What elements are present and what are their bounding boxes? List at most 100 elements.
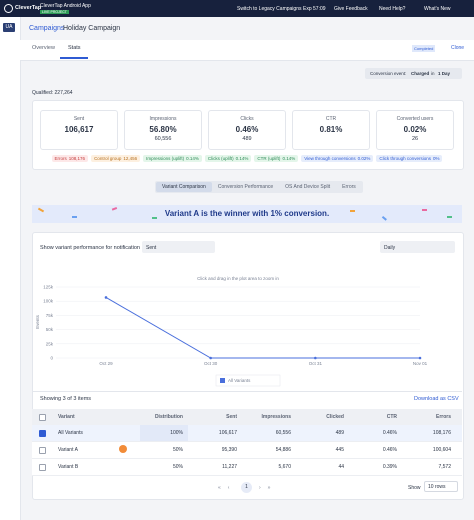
- winner-banner: [32, 205, 462, 223]
- table-cell: All Variants: [58, 430, 83, 436]
- pill-label: Clicks (uplift): [207, 156, 234, 161]
- stat-card: Clicks 0.46% 489: [208, 110, 286, 150]
- qualified: Qualified: 227,264: [32, 90, 73, 96]
- help-link[interactable]: Need Help?: [379, 6, 406, 12]
- pill-value: 0.02%: [357, 156, 371, 161]
- legend-swatch: [220, 378, 225, 383]
- conversion-window[interactable]: 1 Day: [438, 71, 451, 76]
- live-badge: LIVE PROJECT: [40, 10, 69, 14]
- table-cell: 100,604: [432, 447, 451, 453]
- table-cell: 50%: [172, 447, 183, 453]
- stat-card: Impressions 56.80% 60,556: [124, 110, 202, 150]
- logo: CleverTap: [15, 5, 42, 11]
- page-arrows[interactable]: ›»: [259, 485, 278, 491]
- tab-bar: [20, 40, 474, 61]
- table-cell: 95,390: [221, 447, 237, 453]
- table-cell: Variant A: [58, 447, 78, 453]
- filter-label: Show variant performance for notificatio…: [40, 245, 140, 251]
- data-point: [104, 296, 108, 299]
- metric-pill: Click through conversions 0%: [376, 155, 443, 162]
- data-point: [209, 356, 212, 360]
- y-tick-label: 75k: [46, 313, 54, 318]
- checkbox[interactable]: [39, 414, 46, 421]
- checkbox[interactable]: [39, 464, 46, 471]
- pill-label: Impressions (uplift): [146, 156, 185, 161]
- column-header: Errors: [435, 414, 451, 420]
- subtab[interactable]: Variant Comparison: [156, 182, 212, 192]
- stat-card: Sent 106,617: [40, 110, 118, 150]
- table-cell: 5,670: [278, 464, 291, 470]
- metric-pill: CTR (uplift) 0.14%: [254, 155, 299, 162]
- metric-value: Sent: [146, 245, 157, 251]
- pill-label: Errors: [54, 156, 67, 161]
- legend-label: All Variants: [228, 378, 251, 383]
- app-name[interactable]: CleverTap Android App: [40, 3, 91, 9]
- subtab[interactable]: Errors: [342, 184, 356, 190]
- table-row: [32, 425, 462, 442]
- checkbox[interactable]: [39, 447, 46, 454]
- pill-value: 0%: [432, 156, 440, 161]
- tab-active[interactable]: Stats: [68, 45, 81, 51]
- pill-row: Errors 108,176 Control group 12,456 Impressi…: [32, 155, 462, 162]
- subtab-bar: Variant Comparison Conversion Performance…: [155, 181, 363, 193]
- column-header: Sent: [226, 414, 237, 420]
- conversion-event[interactable]: Charged: [411, 71, 430, 76]
- subtab[interactable]: Conversion Performance: [217, 184, 274, 190]
- table-header: [32, 409, 462, 425]
- x-tick-label: Nov 01: [413, 361, 428, 366]
- table-cell: 106,617: [218, 430, 237, 436]
- table-cell: 54,886: [275, 447, 291, 453]
- column-header: Distribution: [154, 414, 183, 420]
- legend-box: [215, 374, 281, 387]
- metric-pill: Control group 12,456: [91, 155, 141, 162]
- column-header: Impressions: [261, 414, 291, 420]
- rows-label: Show: [408, 485, 421, 491]
- download-link[interactable]: Download as CSV: [414, 396, 459, 402]
- subtab[interactable]: OS And Device Split: [285, 184, 331, 190]
- clone-button[interactable]: Clone: [451, 45, 465, 51]
- y-tick-label: 125k: [43, 285, 54, 290]
- pill-label: Click through conversions: [379, 156, 431, 161]
- checkbox[interactable]: [39, 430, 46, 437]
- table-cell: 7,572: [438, 464, 451, 470]
- sidebar: [0, 17, 21, 520]
- legacy-link[interactable]: Switch to Legacy Campaigns: [237, 6, 302, 12]
- stat-label: Impressions: [149, 116, 177, 122]
- y-tick-label: 50k: [46, 327, 54, 332]
- y-tick-label: 25k: [46, 341, 54, 346]
- conversion-label: Conversion event:: [370, 71, 407, 76]
- whats-new-link[interactable]: What's New: [424, 6, 451, 12]
- stat-label: Converted users: [396, 116, 434, 122]
- column-header: Clicked: [326, 414, 344, 420]
- metric-pill: Errors 108,176: [51, 155, 89, 162]
- breadcrumb-link[interactable]: Campaigns: [29, 25, 65, 32]
- data-point: [314, 356, 317, 360]
- stat-value: 0.02%: [403, 125, 427, 134]
- divider: [32, 391, 462, 392]
- pill-value: 12,456: [123, 156, 138, 161]
- stat-value: 106,617: [64, 125, 94, 134]
- pill-label: View through conversions: [304, 156, 356, 161]
- pill-label: Control group: [94, 156, 122, 161]
- pill-value: 108,176: [68, 156, 86, 161]
- table-cell: Variant B: [58, 464, 79, 470]
- tab[interactable]: Overview: [32, 45, 55, 51]
- feedback-link[interactable]: Give Feedback: [334, 6, 368, 12]
- items-summary: Showing 3 of 3 items: [40, 396, 92, 402]
- pill-value: 0.14%: [282, 156, 296, 161]
- rows-dropdown[interactable]: [424, 481, 458, 492]
- data-point: [418, 356, 422, 360]
- page-arrows[interactable]: «‹: [218, 485, 237, 491]
- metric-pill: View through conversions 0.02%: [301, 155, 374, 162]
- pill-value: 0.14%: [235, 156, 249, 161]
- table-cell: 0.39%: [382, 464, 397, 470]
- breadcrumb-current: Holiday Campaign: [63, 25, 121, 32]
- period-dropdown[interactable]: [380, 241, 455, 253]
- avatar[interactable]: UA: [3, 23, 15, 32]
- metric-dropdown[interactable]: [142, 241, 215, 253]
- expiry: Exp 57:09: [303, 6, 326, 12]
- table-cell: 489: [335, 430, 344, 436]
- column-header: CTR: [386, 414, 397, 420]
- page-number[interactable]: 1: [241, 482, 252, 493]
- chart-hint: Click and drag in the plot area to zoom …: [197, 276, 279, 281]
